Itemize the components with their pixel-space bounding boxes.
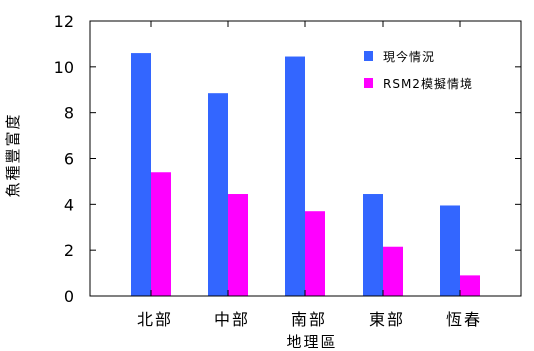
legend-swatch-0 — [364, 51, 373, 61]
y-tick-label-1: 2 — [64, 241, 74, 260]
category-label-3: 東部 — [369, 310, 405, 329]
y-tick-label-6: 12 — [54, 12, 74, 31]
y-tick-label-2: 4 — [64, 195, 74, 214]
category-label-4: 恆春 — [446, 310, 482, 329]
category-label-2: 南部 — [291, 310, 327, 329]
bar-current-1 — [208, 93, 228, 296]
x-axis-ticks: 北部 中部 南部 東部 恆春 — [137, 21, 482, 329]
bar-rsm2-3 — [383, 246, 403, 296]
y-tick-label-4: 8 — [64, 104, 74, 123]
bars-group — [131, 53, 480, 297]
y-axis-ticks: 0 2 4 6 8 10 12 — [54, 12, 521, 306]
x-axis-title: 地理區 — [286, 333, 337, 351]
legend-label-0: 現今情況 — [383, 49, 435, 64]
bar-rsm2-2 — [305, 211, 325, 296]
bar-rsm2-1 — [228, 194, 248, 296]
bar-current-0 — [131, 53, 151, 297]
y-tick-label-0: 0 — [64, 287, 74, 306]
category-label-0: 北部 — [137, 310, 173, 329]
y-tick-label-5: 10 — [54, 58, 74, 77]
bar-current-2 — [285, 56, 305, 297]
y-axis-title: 魚種豐富度 — [4, 112, 22, 197]
y-tick-label-3: 6 — [64, 150, 74, 169]
legend-label-1: RSM2模擬情境 — [383, 76, 473, 91]
bar-rsm2-0 — [151, 172, 171, 296]
legend: 現今情況 RSM2模擬情境 — [364, 49, 473, 91]
category-label-1: 中部 — [214, 310, 250, 329]
legend-swatch-1 — [364, 78, 373, 88]
bar-current-4 — [440, 205, 460, 296]
bar-current-3 — [363, 194, 383, 296]
bar-rsm2-4 — [460, 275, 480, 296]
